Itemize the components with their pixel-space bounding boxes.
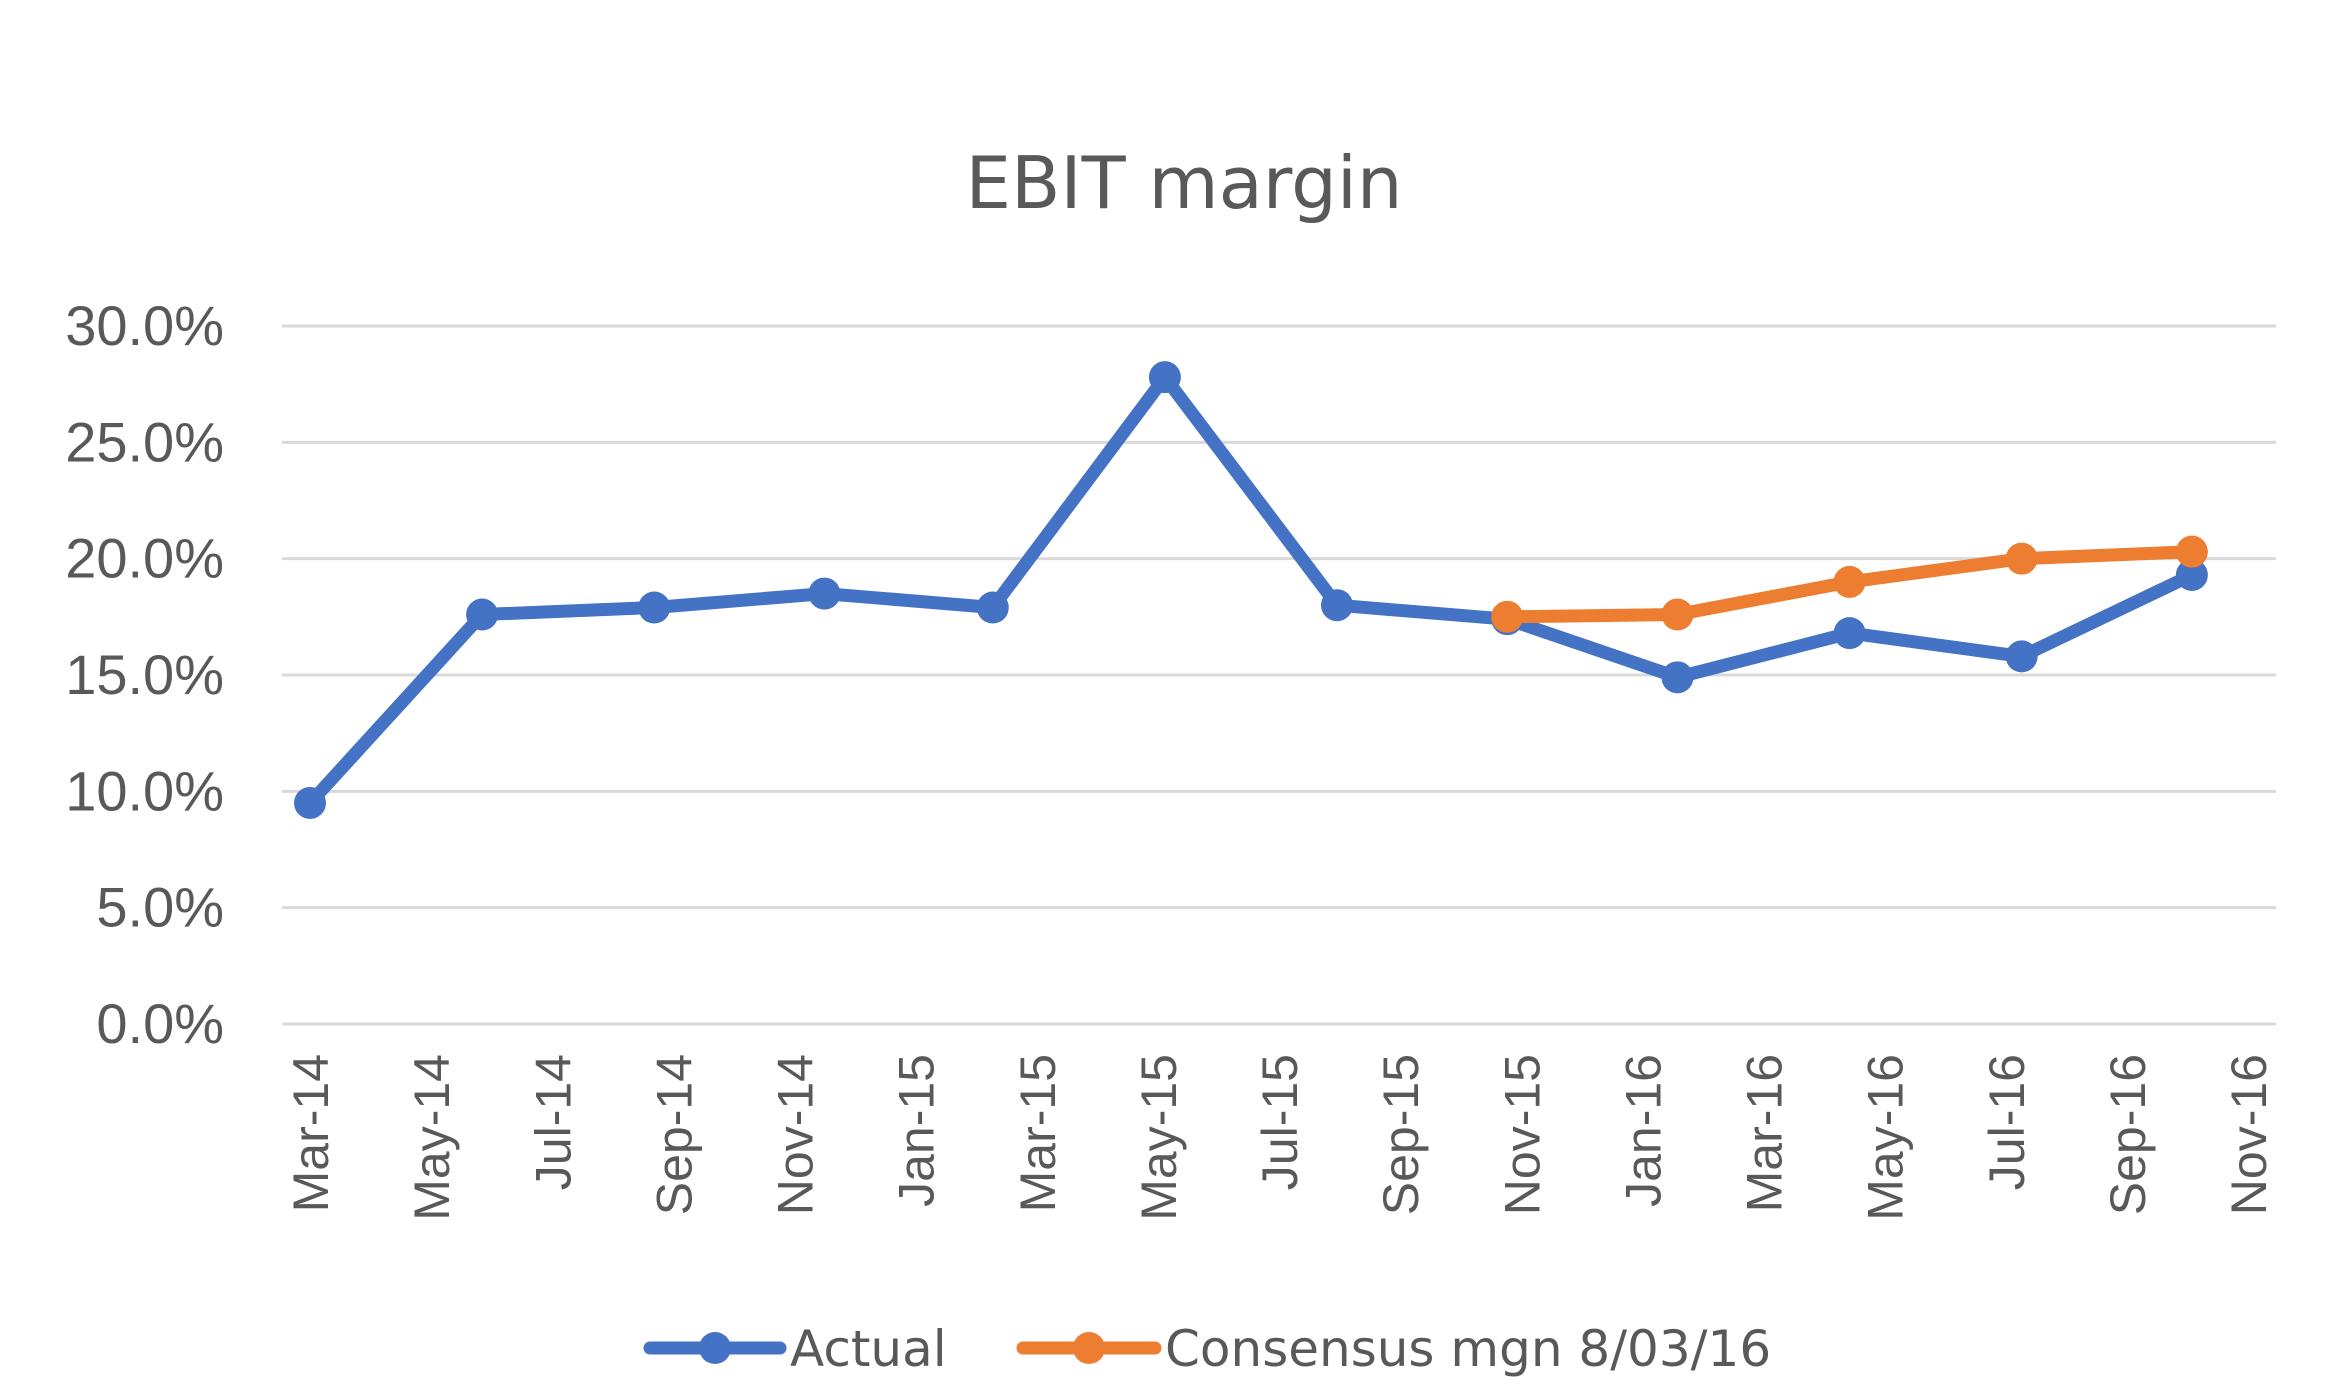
x-tick-label: Mar-16 <box>1737 1054 1793 1212</box>
x-tick-label: May-15 <box>1131 1054 1187 1221</box>
series-line <box>303 370 2199 810</box>
gridlines <box>282 324 2276 1026</box>
x-tick-label: Nov-14 <box>768 1054 824 1215</box>
data-point <box>1661 598 1694 631</box>
x-tick-label: Jan-15 <box>889 1054 945 1207</box>
legend-label: Consensus mgn 8/03/16 <box>1165 1320 1771 1378</box>
x-tick-label: Nov-15 <box>1494 1054 1550 1215</box>
x-axis: Mar-14 May-14 Jul-14 Sep-14 Nov-14 Jan-15 Mar-… <box>283 1054 2277 1221</box>
y-tick-label: 25.0% <box>65 410 224 473</box>
x-tick-label: Mar-15 <box>1010 1054 1066 1212</box>
legend-swatch-marker <box>699 1332 731 1364</box>
chart-title: EBIT margin <box>966 141 1403 225</box>
data-point <box>466 598 499 631</box>
data-point <box>2005 640 2038 673</box>
data-point <box>1148 361 1181 394</box>
x-tick-label: Jul-16 <box>1979 1054 2035 1190</box>
legend-item: Actual <box>643 1320 947 1378</box>
x-tick-label: May-14 <box>404 1054 460 1221</box>
y-tick-label: 10.0% <box>65 759 224 822</box>
x-tick-label: Jul-15 <box>1252 1054 1308 1190</box>
data-point <box>976 591 1009 624</box>
x-tick-label: Sep-15 <box>1373 1054 1429 1215</box>
data-point <box>808 577 841 610</box>
series-actual <box>294 361 2208 819</box>
plot-area <box>294 361 2208 819</box>
legend-label: Actual <box>790 1320 947 1378</box>
y-tick-label: 30.0% <box>65 294 224 357</box>
y-tick-label: 20.0% <box>65 527 224 590</box>
data-point <box>638 591 671 624</box>
legend-item: Consensus mgn 8/03/16 <box>1016 1320 1771 1378</box>
x-tick-label: Sep-16 <box>2100 1054 2156 1215</box>
y-axis: 0.0% 5.0% 10.0% 15.0% 20.0% 25.0% 30.0% <box>65 294 224 1055</box>
data-point <box>1661 661 1694 694</box>
series-consensus <box>1491 535 2208 633</box>
x-tick-label: Mar-14 <box>283 1054 339 1212</box>
data-point <box>1833 565 1866 598</box>
legend: Actual Consensus mgn 8/03/16 <box>643 1320 1771 1378</box>
x-tick-label: Nov-16 <box>2221 1054 2277 1215</box>
data-point <box>1320 589 1353 622</box>
data-point <box>2175 558 2208 591</box>
legend-swatch-marker <box>1073 1332 1105 1364</box>
x-tick-label: Jul-14 <box>525 1054 581 1190</box>
data-point <box>1833 617 1866 650</box>
data-point <box>1491 600 1524 633</box>
y-tick-label: 5.0% <box>96 876 224 939</box>
y-tick-label: 0.0% <box>96 992 224 1055</box>
data-point <box>2175 535 2208 568</box>
y-tick-label: 15.0% <box>65 643 224 706</box>
x-tick-label: Sep-14 <box>646 1054 702 1215</box>
data-point <box>294 786 326 819</box>
x-tick-label: Jan-16 <box>1615 1054 1671 1207</box>
data-point <box>2005 542 2038 575</box>
x-tick-label: May-16 <box>1858 1054 1914 1221</box>
